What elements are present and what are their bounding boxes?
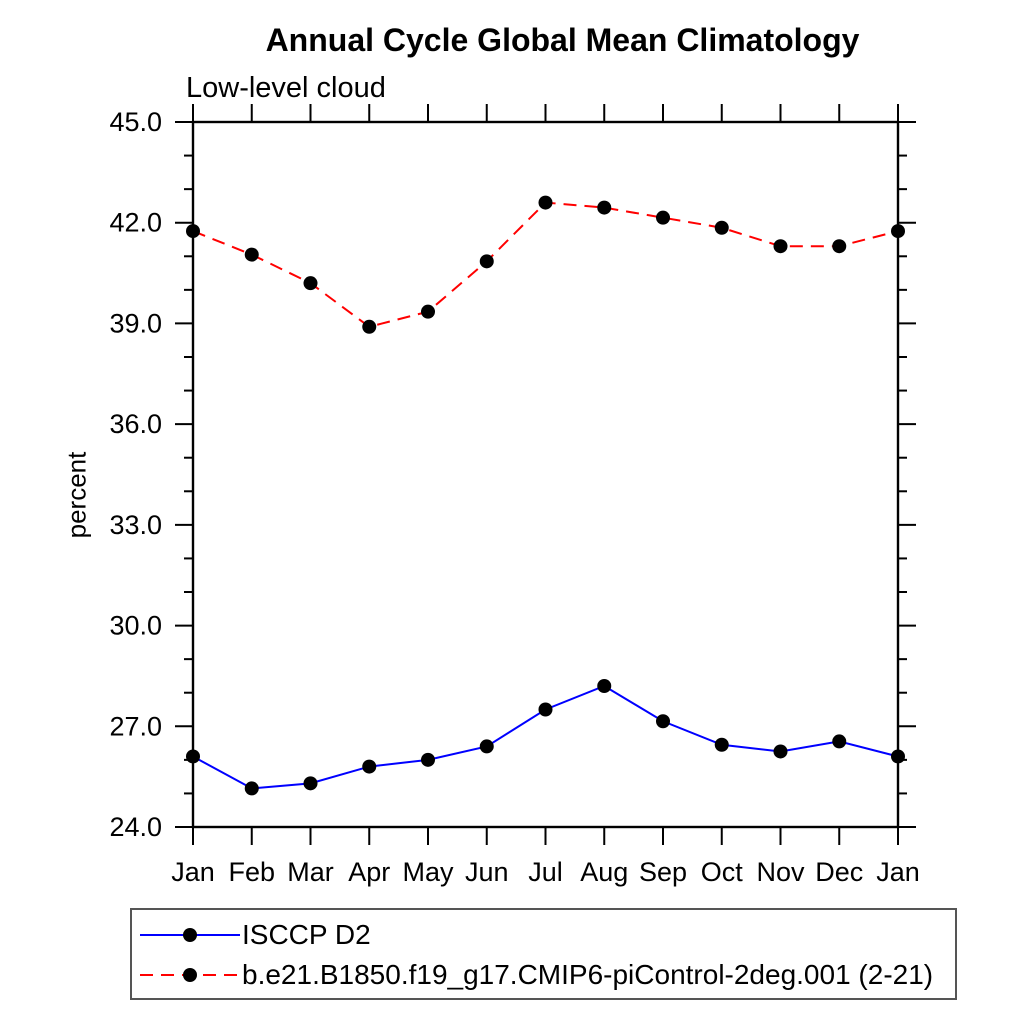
legend-solid-line-sample xyxy=(140,928,240,942)
y-axis-ticks xyxy=(175,121,916,828)
legend-label-model: b.e21.B1850.f19_g17.CMIP6-piControl-2deg… xyxy=(242,959,934,990)
data-point-marker xyxy=(303,776,318,791)
chart-subtitle: Low-level cloud xyxy=(186,72,386,104)
data-point-marker xyxy=(244,247,259,262)
data-point-marker xyxy=(597,200,612,215)
data-point-marker xyxy=(891,224,905,239)
legend-dashed-line-sample xyxy=(140,968,240,982)
series-line-1 xyxy=(192,201,899,328)
legend-label-isccp-d2: ISCCP D2 xyxy=(242,919,371,950)
x-axis-ticks xyxy=(192,104,899,845)
y-tick-label: 45.0 xyxy=(109,107,162,137)
x-tick-label: Jan xyxy=(171,857,215,887)
y-tick-label: 39.0 xyxy=(109,308,162,338)
data-point-marker xyxy=(421,304,435,319)
y-tick-label: 27.0 xyxy=(109,711,162,741)
plot-frame xyxy=(191,120,900,829)
data-point-marker xyxy=(773,744,788,759)
data-point-marker xyxy=(303,276,318,291)
data-point-marker xyxy=(186,224,200,239)
series-line-0 xyxy=(192,684,899,790)
y-tick-label: 24.0 xyxy=(109,812,162,842)
legend-entry-model: b.e21.B1850.f19_g17.CMIP6-piControl-2deg… xyxy=(138,955,955,995)
y-tick-label: 33.0 xyxy=(109,510,162,540)
y-tick-label: 30.0 xyxy=(109,611,162,641)
x-tick-label: May xyxy=(402,857,454,887)
data-point-marker xyxy=(479,739,494,754)
data-point-marker xyxy=(714,737,729,752)
x-tick-label: Jan xyxy=(876,857,920,887)
data-point-marker xyxy=(538,195,553,210)
data-point-marker xyxy=(362,759,377,774)
chart-title: Annual Cycle Global Mean Climatology xyxy=(265,22,860,58)
x-tick-label: Aug xyxy=(580,857,628,887)
x-tick-label: Jun xyxy=(465,857,509,887)
data-point-marker xyxy=(186,749,200,764)
data-point-marker xyxy=(479,254,494,269)
x-tick-label: Feb xyxy=(228,857,275,887)
x-tick-label: Oct xyxy=(701,857,744,887)
data-point-marker xyxy=(714,220,729,235)
data-point-marker xyxy=(773,239,788,254)
data-point-marker xyxy=(656,714,670,729)
legend-entry-isccp-d2: ISCCP D2 xyxy=(138,915,955,955)
data-point-marker xyxy=(891,749,905,764)
x-tick-label: Jul xyxy=(528,857,563,887)
data-point-marker xyxy=(421,752,435,767)
data-point-marker xyxy=(244,781,259,796)
x-tick-label: Nov xyxy=(756,857,805,887)
data-point-marker xyxy=(362,319,377,334)
x-tick-label: Apr xyxy=(348,857,390,887)
x-tick-label: Sep xyxy=(639,857,687,887)
x-tick-label: Dec xyxy=(815,857,863,887)
data-point-marker xyxy=(832,734,847,749)
data-point-marker xyxy=(538,702,553,717)
data-point-marker xyxy=(656,210,670,225)
data-point-marker xyxy=(597,679,612,693)
legend-box: ISCCP D2 b.e21.B1850.f19_g17.CMIP6-piCon… xyxy=(130,908,957,1000)
x-tick-label: Mar xyxy=(287,857,334,887)
y-tick-label: 42.0 xyxy=(109,208,162,238)
data-point-marker xyxy=(832,239,847,254)
y-tick-label: 36.0 xyxy=(109,409,162,439)
